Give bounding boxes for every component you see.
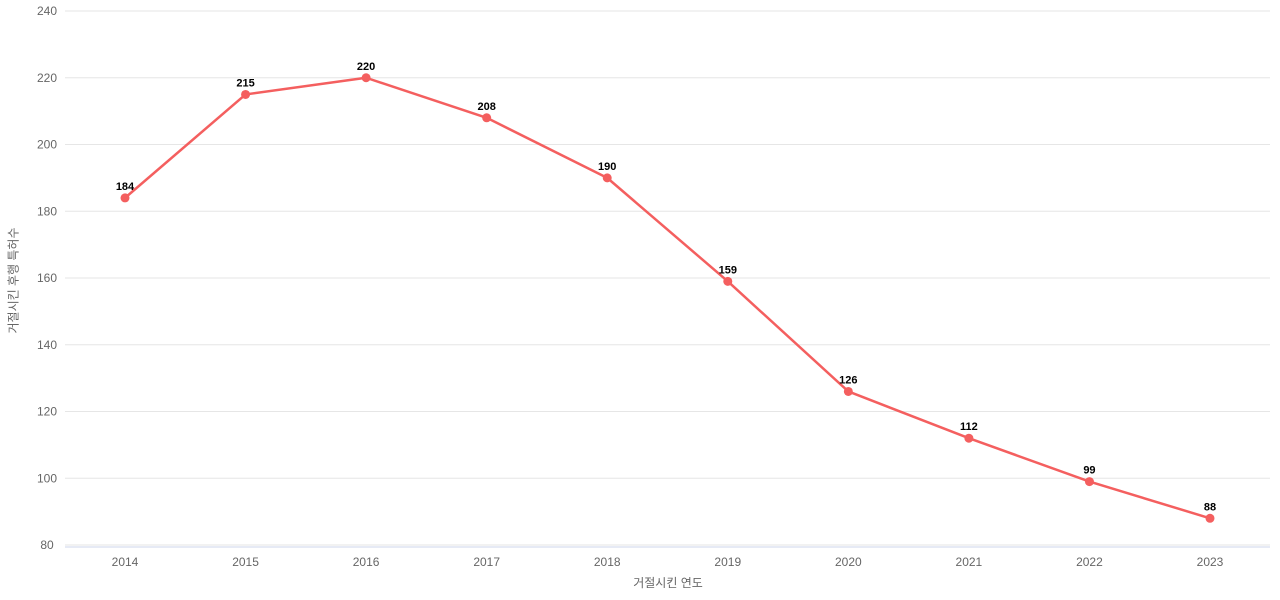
x-tick-label: 2022 bbox=[1076, 555, 1103, 569]
x-tick-label: 2021 bbox=[956, 555, 983, 569]
data-point-label: 99 bbox=[1083, 465, 1095, 477]
data-point[interactable] bbox=[1084, 477, 1094, 487]
data-point[interactable] bbox=[723, 276, 733, 286]
data-point-label: 184 bbox=[116, 181, 135, 193]
data-point[interactable] bbox=[964, 433, 974, 443]
data-point-label: 159 bbox=[719, 264, 737, 276]
x-tick-label: 2017 bbox=[473, 555, 500, 569]
data-point[interactable] bbox=[1205, 513, 1215, 523]
data-point-label: 88 bbox=[1204, 501, 1216, 513]
data-point[interactable] bbox=[602, 173, 612, 183]
data-point[interactable] bbox=[120, 193, 130, 203]
y-tick-label: 200 bbox=[37, 138, 57, 152]
data-point-label: 126 bbox=[839, 374, 857, 386]
y-tick-label: 220 bbox=[37, 71, 57, 85]
data-point-label: 215 bbox=[236, 77, 254, 89]
x-tick-label: 2016 bbox=[353, 555, 380, 569]
x-tick-label: 2015 bbox=[232, 555, 259, 569]
series-line bbox=[123, 76, 1212, 520]
x-tick-label: 2019 bbox=[714, 555, 741, 569]
x-axis-title: 거절시킨 연도 bbox=[633, 576, 703, 590]
x-tick-label: 2018 bbox=[594, 555, 621, 569]
x-tick-label: 2023 bbox=[1197, 555, 1224, 569]
x-tick-label: 2020 bbox=[835, 555, 862, 569]
y-tick-label: 240 bbox=[37, 4, 57, 18]
y-tick-label: 180 bbox=[37, 204, 57, 218]
data-point[interactable] bbox=[482, 113, 492, 123]
y-tick-label: 80 bbox=[40, 538, 54, 552]
data-point-label: 208 bbox=[477, 101, 495, 113]
data-point[interactable] bbox=[361, 73, 371, 83]
y-tick-label: 100 bbox=[37, 471, 57, 485]
data-point[interactable] bbox=[241, 89, 251, 99]
data-point[interactable] bbox=[843, 386, 853, 396]
y-tick-label: 160 bbox=[37, 271, 57, 285]
data-point-label: 112 bbox=[960, 421, 978, 433]
x-tick-label: 2014 bbox=[112, 555, 139, 569]
data-point-label: 220 bbox=[357, 61, 375, 73]
y-tick-label: 120 bbox=[37, 405, 57, 419]
y-tick-label: 140 bbox=[37, 338, 57, 352]
data-point-label: 190 bbox=[598, 161, 616, 173]
y-axis-title: 거절시킨 후행 특허수 bbox=[6, 227, 21, 334]
